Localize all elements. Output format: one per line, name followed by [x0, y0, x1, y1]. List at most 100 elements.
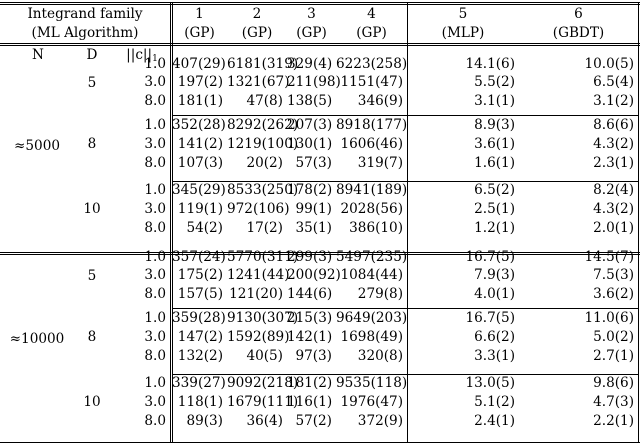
c-norm-value: 1.0	[144, 249, 166, 265]
table-cell: 16.7(5)	[465, 249, 515, 265]
c-norm-value: 3.0	[144, 394, 166, 410]
header-family-algorithm: (GP)	[296, 25, 327, 41]
table-cell: 345(29)	[172, 182, 226, 198]
table-cell: 17(2)	[246, 220, 283, 236]
table-cell: 116(1)	[287, 394, 333, 410]
table-cell: 7.5(3)	[593, 267, 634, 283]
table-cell: 359(28)	[172, 310, 226, 326]
group-rule	[0, 252, 640, 253]
table-cell: 3.6(1)	[474, 136, 515, 152]
table-cell: 9.8(6)	[593, 375, 634, 391]
sample-size-label: ≈10000	[9, 331, 65, 347]
table-cell: 8533(250)	[227, 182, 299, 198]
header-family-number: 6	[574, 6, 583, 22]
table-cell: 130(1)	[287, 136, 333, 152]
table-cell: 1679(111)	[227, 394, 299, 410]
header-rule-inner	[0, 45, 640, 46]
table-cell: 5497(235)	[336, 249, 408, 265]
table-cell: 14.5(7)	[584, 249, 634, 265]
table-cell: 2.3(1)	[593, 155, 634, 171]
table-cell: 1.6(1)	[474, 155, 515, 171]
table-cell: 8918(177)	[336, 117, 408, 133]
dimension-label: 10	[83, 201, 101, 217]
table-cell: 319(7)	[357, 155, 403, 171]
c-norm-value: 3.0	[144, 74, 166, 90]
table-cell: 279(8)	[357, 286, 403, 302]
table-cell: 407(29)	[172, 56, 226, 72]
table-cell: 10.0(5)	[584, 56, 634, 72]
column-rule	[407, 2, 408, 443]
column-rule	[638, 2, 639, 443]
table-cell: 357(24)	[172, 249, 226, 265]
c-norm-value: 1.0	[144, 117, 166, 133]
table-cell: 9535(118)	[336, 375, 408, 391]
table-cell: 8.6(6)	[593, 117, 634, 133]
c-norm-value: 8.0	[144, 93, 166, 109]
table-cell: 1219(100)	[227, 136, 299, 152]
table-cell: 5.1(2)	[474, 394, 515, 410]
table-cell: 2.7(1)	[593, 348, 634, 364]
table-cell: 5.0(2)	[593, 329, 634, 345]
table-cell: 13.0(5)	[465, 375, 515, 391]
c-norm-value: 8.0	[144, 220, 166, 236]
table-cell: 2.2(1)	[593, 413, 634, 429]
header-family-number: 1	[195, 6, 204, 22]
c-norm-value: 1.0	[144, 375, 166, 391]
table-cell: 99(1)	[295, 201, 332, 217]
table-cell: 320(8)	[357, 348, 403, 364]
c-norm-value: 3.0	[144, 201, 166, 217]
header-c-norm: ||c||1	[126, 47, 158, 64]
table-cell: 197(2)	[177, 74, 223, 90]
table-cell: 107(3)	[177, 155, 223, 171]
table-cell: 57(2)	[295, 413, 332, 429]
table-cell: 6181(319)	[227, 56, 299, 72]
table-cell: 11.0(6)	[584, 310, 634, 326]
block-rule	[172, 115, 638, 116]
table-cell: 178(2)	[287, 182, 333, 198]
header-family-number: 5	[458, 6, 468, 22]
c-norm-value: 8.0	[144, 413, 166, 429]
c-norm-value: 1.0	[144, 182, 166, 198]
table-cell: 200(92)	[287, 267, 341, 283]
table-cell: 6223(258)	[336, 56, 408, 72]
table-cell: 6.5(4)	[593, 74, 634, 90]
c-norm-value: 3.0	[144, 136, 166, 152]
table-cell: 339(27)	[172, 375, 226, 391]
table-cell: 141(2)	[177, 136, 223, 152]
table-cell: 299(3)	[287, 249, 333, 265]
table-cell: 386(10)	[349, 220, 403, 236]
bottom-rule	[0, 442, 640, 443]
table-cell: 2.0(1)	[593, 220, 634, 236]
block-rule	[172, 181, 638, 182]
dimension-label: 8	[87, 136, 97, 152]
block-rule	[172, 308, 638, 309]
table-cell: 8941(189)	[336, 182, 408, 198]
dimension-label: 8	[87, 329, 97, 345]
header-family-algorithm: (GP)	[184, 25, 215, 41]
table-cell: 3.1(2)	[593, 93, 634, 109]
c-norm-value: 3.0	[144, 267, 166, 283]
dimension-label: 5	[87, 74, 97, 91]
table-cell: 9649(203)	[336, 310, 408, 326]
block-rule	[172, 374, 638, 375]
c-norm-value: 8.0	[144, 155, 166, 171]
table-cell: 211(98)	[287, 74, 341, 90]
table-cell: 2.5(1)	[474, 201, 515, 217]
table-cell: 6.5(2)	[474, 182, 515, 198]
table-cell: 2.4(1)	[474, 413, 515, 429]
column-rule	[170, 2, 171, 443]
table-cell: 1084(44)	[340, 267, 404, 283]
table-cell: 36(4)	[246, 413, 283, 429]
header-integrand-family: Integrand family	[27, 6, 143, 22]
table-cell: 346(9)	[357, 93, 403, 109]
table-cell: 4.0(1)	[474, 286, 515, 302]
table-cell: 207(3)	[287, 117, 333, 133]
table-cell: 157(5)	[177, 286, 223, 302]
table-cell: 1606(46)	[340, 136, 404, 152]
table-cell: 372(9)	[357, 413, 403, 429]
table-cell: 118(1)	[177, 394, 223, 410]
top-rule	[0, 2, 640, 3]
table-cell: 54(2)	[186, 220, 223, 236]
table-cell: 47(8)	[246, 93, 283, 109]
table-cell: 329(4)	[287, 56, 333, 72]
